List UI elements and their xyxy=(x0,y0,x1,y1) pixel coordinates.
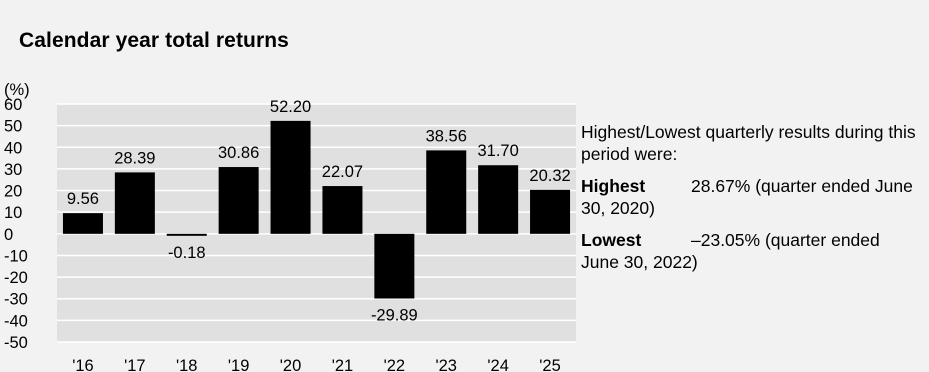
y-tick-label: 20 xyxy=(4,183,22,201)
y-tick-label: 40 xyxy=(4,139,22,157)
y-tick-label: -20 xyxy=(4,269,28,287)
note-intro: Highest/Lowest quarterly results during … xyxy=(581,122,916,164)
highest-value: 28.67% (quarter ended June 30, 2020) xyxy=(581,176,913,218)
x-tick-label: '19 xyxy=(228,357,250,372)
lowest-value: –23.05% (quarter ended June 30, 2022) xyxy=(581,230,880,272)
bar-0 xyxy=(62,213,103,234)
highest-label: Highest xyxy=(581,176,646,196)
value-label: 38.56 xyxy=(426,127,467,145)
value-label: 9.56 xyxy=(67,190,99,208)
x-tick-label: '16 xyxy=(72,357,94,372)
value-label: -0.18 xyxy=(168,244,206,262)
y-tick-label: -30 xyxy=(4,291,28,309)
note-highest: Highest 28.67% (quarter ended June 30, 20… xyxy=(581,175,921,219)
x-tick-label: '24 xyxy=(487,357,509,372)
value-label: 52.20 xyxy=(270,98,311,116)
y-tick-label: 50 xyxy=(4,118,22,136)
y-tick-label: -50 xyxy=(4,334,28,352)
bar-4 xyxy=(270,120,311,234)
x-tick-label: '22 xyxy=(384,357,406,372)
value-label: 20.32 xyxy=(529,167,570,185)
y-tick-label: -10 xyxy=(4,247,28,265)
bar-6 xyxy=(374,233,415,299)
note-lowest: Lowest –23.05% (quarter ended June 30, 20… xyxy=(581,229,921,273)
bar-1 xyxy=(114,172,155,234)
value-label: 31.70 xyxy=(478,142,519,160)
value-label: 22.07 xyxy=(322,163,363,181)
y-tick-label: 0 xyxy=(4,226,13,244)
lowest-label: Lowest xyxy=(581,230,642,250)
x-tick-label: '20 xyxy=(280,357,302,372)
quarterly-results-note: Highest/Lowest quarterly results during … xyxy=(581,121,921,283)
grid-lines xyxy=(57,103,576,343)
bar-9 xyxy=(530,189,571,234)
x-tick-label: '23 xyxy=(435,357,457,372)
y-tick-label: 10 xyxy=(4,204,22,222)
x-tick-label: '18 xyxy=(176,357,198,372)
y-tick-label: 30 xyxy=(4,161,22,179)
value-label: -29.89 xyxy=(371,306,418,324)
bar-5 xyxy=(322,186,363,234)
value-label: 28.39 xyxy=(114,149,155,167)
x-tick-label: '25 xyxy=(539,357,561,372)
y-axis: 60 50 40 30 20 10 0 -10 -20 -30 -40 -50 xyxy=(4,96,28,352)
bar-8 xyxy=(478,165,519,234)
value-labels: 9.56 28.39 -0.18 30.86 52.20 22.07 -29.89 38.56… xyxy=(67,98,571,325)
x-axis: '16 '17 '18 '19 '20 '21 '22 '23 '24 '25 xyxy=(72,357,561,372)
y-tick-label: 60 xyxy=(4,96,22,114)
bar-7 xyxy=(426,150,467,234)
bars xyxy=(62,120,571,299)
chart-title: Calendar year total returns xyxy=(19,29,289,52)
value-label: 30.86 xyxy=(218,144,259,162)
x-tick-label: '17 xyxy=(124,357,146,372)
y-tick-label: -40 xyxy=(4,312,28,330)
y-axis-label: (%) xyxy=(4,81,30,99)
bar-2 xyxy=(166,233,207,236)
bar-3 xyxy=(218,167,259,234)
x-tick-label: '21 xyxy=(332,357,354,372)
